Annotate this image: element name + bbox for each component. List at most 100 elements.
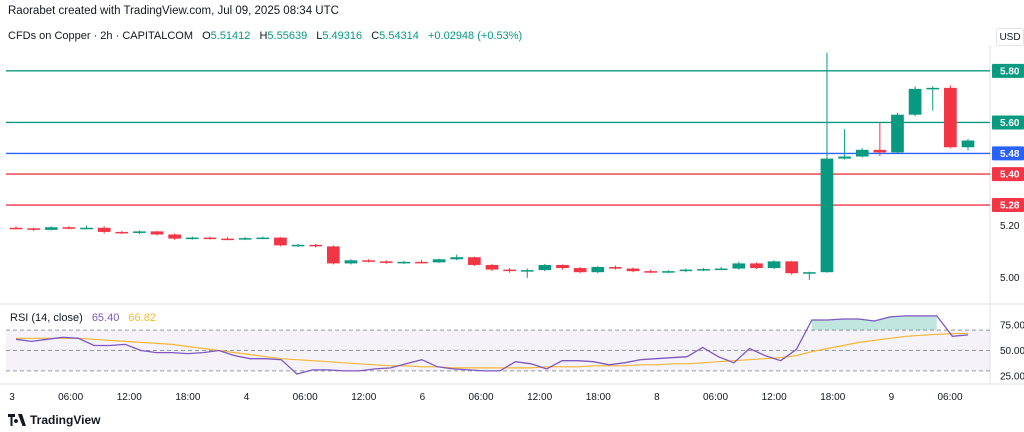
candle-body xyxy=(397,261,411,264)
time-axis-label: 12:00 xyxy=(117,392,142,403)
symbol-name[interactable]: CFDs on Copper · 2h · CAPITALCOM xyxy=(8,30,194,42)
candle-body xyxy=(591,267,605,273)
time-axis-label: 9 xyxy=(889,392,895,403)
level-tag xyxy=(992,167,1024,182)
price-axis-label: 5.20 xyxy=(1000,221,1020,232)
candle-body xyxy=(9,227,23,230)
rsi-axis-label: 25.00 xyxy=(1000,372,1024,383)
level-tag xyxy=(992,198,1024,213)
level-tag-label: 5.80 xyxy=(1000,66,1020,77)
candle-body xyxy=(609,267,622,269)
candle-body xyxy=(221,238,234,241)
rsi-axis-label: 75.00 xyxy=(1000,321,1024,332)
candle-body xyxy=(732,263,746,269)
rsi-legend: RSI (14, close) 65.40 66.82 xyxy=(10,312,156,324)
author-caption: Raorabet created with TradingView.com, J… xyxy=(8,5,339,17)
candle-body xyxy=(415,261,428,264)
candle-body xyxy=(150,231,164,235)
time-axis-label: 18:00 xyxy=(586,392,611,403)
candle-body xyxy=(873,149,887,153)
time-axis-label: 12:00 xyxy=(762,392,787,403)
open-value: 5.51412 xyxy=(210,30,251,42)
time-axis-label: 06:00 xyxy=(58,392,83,403)
candle-body xyxy=(503,269,516,272)
time-axis-label: 06:00 xyxy=(937,392,962,403)
candle-body xyxy=(820,158,834,273)
tradingview-brand[interactable]: TradingView xyxy=(8,413,100,427)
time-axis-label: 4 xyxy=(244,392,250,403)
time-axis-label: 12:00 xyxy=(351,392,376,403)
time-axis-label: 06:00 xyxy=(293,392,318,403)
candle-body xyxy=(97,227,111,232)
candle-body xyxy=(291,244,305,247)
time-axis-label: 18:00 xyxy=(175,392,200,403)
candle-body xyxy=(468,257,481,265)
candle-body xyxy=(185,237,199,240)
candle-body xyxy=(274,237,287,246)
time-axis-label: 3 xyxy=(9,392,15,403)
candle-body xyxy=(344,260,358,264)
currency-button[interactable]: USD xyxy=(996,28,1024,46)
symbol-legend: CFDs on Copper · 2h · CAPITALCOM O5.5141… xyxy=(8,30,522,42)
candle-body xyxy=(961,140,975,148)
candle-body xyxy=(573,268,587,273)
candle-body xyxy=(714,268,728,271)
low-label: L xyxy=(316,30,323,42)
candle-body xyxy=(855,149,869,157)
candle-body xyxy=(926,87,940,90)
close-label: C xyxy=(371,30,380,42)
candle-body xyxy=(520,270,534,272)
time-axis-label: 8 xyxy=(654,392,660,403)
candle-body xyxy=(326,246,340,264)
time-axis-label: 06:00 xyxy=(703,392,728,403)
rsi-ma-value: 66.82 xyxy=(128,312,156,324)
rsi-name[interactable]: RSI (14, close) xyxy=(10,312,83,324)
tradingview-logo-icon xyxy=(8,414,26,426)
brand-name: TradingView xyxy=(30,413,101,427)
candle-body xyxy=(661,271,675,273)
change-value: +0.02948 (+0.53%) xyxy=(427,30,523,42)
open-label: O xyxy=(202,30,211,42)
candle-body xyxy=(644,271,658,273)
candle-body xyxy=(362,260,375,262)
rsi-overbought-fill xyxy=(811,315,937,331)
low-value: 5.49316 xyxy=(322,30,363,42)
candle-body xyxy=(80,227,93,230)
candle-body xyxy=(556,264,569,269)
candle-body xyxy=(62,227,76,229)
candle-body xyxy=(697,269,710,271)
candle-body xyxy=(767,261,781,269)
level-tag xyxy=(992,115,1024,130)
candle-body xyxy=(238,238,252,240)
level-tag xyxy=(992,146,1024,161)
candle-body xyxy=(785,261,799,274)
rsi-axis-label: 50.00 xyxy=(1000,346,1024,357)
candle-body xyxy=(27,228,40,230)
level-tag-label: 5.40 xyxy=(1000,170,1020,181)
time-axis-label: 06:00 xyxy=(468,392,493,403)
candle-body xyxy=(309,244,323,247)
high-value: 5.55639 xyxy=(267,30,308,42)
candle-body xyxy=(44,227,58,230)
price-axis-label: 5.00 xyxy=(1000,273,1020,284)
candle-body xyxy=(485,264,499,270)
level-tag-label: 5.48 xyxy=(1000,149,1020,160)
time-axis-label: 6 xyxy=(420,392,426,403)
candle-body xyxy=(802,272,816,274)
candle-body xyxy=(379,261,393,263)
candle-body xyxy=(679,269,693,272)
candle-body xyxy=(750,263,763,269)
rsi-value: 65.40 xyxy=(91,312,120,324)
candle-body xyxy=(538,264,552,271)
candle-body xyxy=(626,268,640,272)
candle-body xyxy=(168,234,182,239)
candle-body xyxy=(256,237,270,240)
candle-body xyxy=(944,87,957,148)
candle-body xyxy=(838,156,851,159)
time-axis-label: 18:00 xyxy=(820,392,845,403)
candle-body xyxy=(891,114,904,153)
candle-body xyxy=(908,88,922,115)
candle-body xyxy=(203,237,217,240)
rsi-ma-line xyxy=(16,332,969,369)
